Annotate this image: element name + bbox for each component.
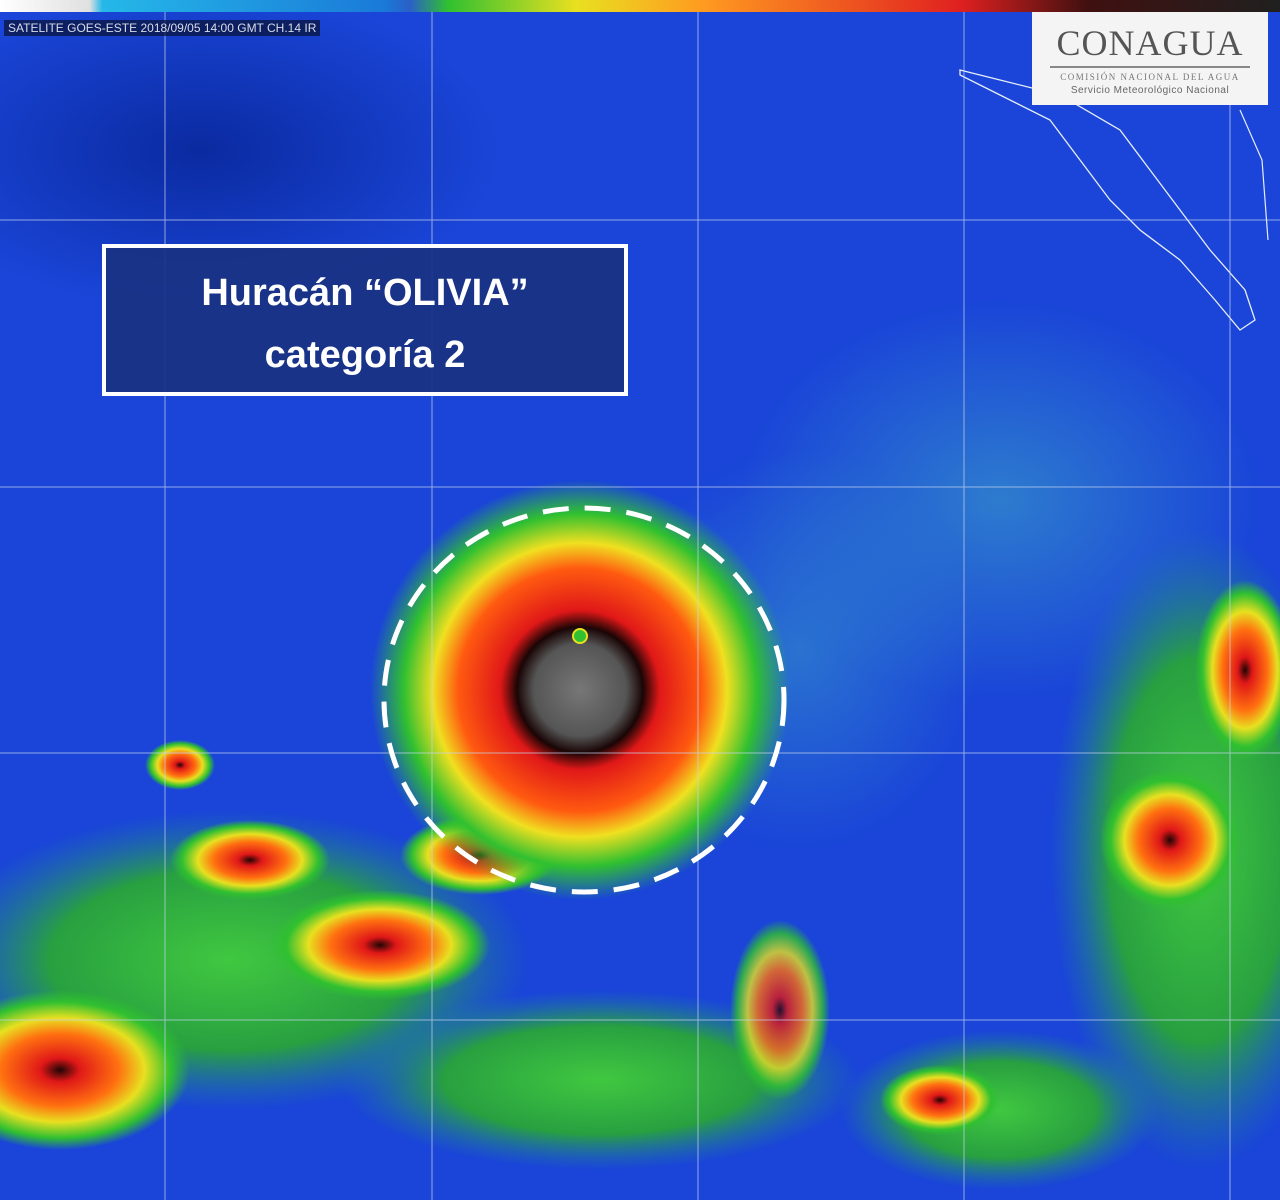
hurricane-highlight-circle xyxy=(381,505,787,895)
coastline xyxy=(959,69,1256,331)
satellite-label: SATELITE GOES-ESTE 2018/09/05 14:00 GMT … xyxy=(4,20,321,36)
hurricane-olivia xyxy=(370,480,790,900)
logo-subtitle: COMISIÓN NACIONAL DEL AGUA xyxy=(1060,72,1240,82)
logo-name: CONAGUA xyxy=(1056,23,1244,63)
color-scale-bar xyxy=(0,0,1280,12)
hurricane-title-box: Huracán “OLIVIA” categoría 2 xyxy=(102,244,628,396)
hurricane-category: categoría 2 xyxy=(264,334,466,376)
hurricane-eye xyxy=(572,628,588,644)
conagua-logo: CONAGUA COMISIÓN NACIONAL DEL AGUA Servi… xyxy=(1032,12,1268,105)
hurricane-name: Huracán “OLIVIA” xyxy=(201,272,529,314)
logo-service: Servicio Meteorológico Nacional xyxy=(1070,85,1230,96)
